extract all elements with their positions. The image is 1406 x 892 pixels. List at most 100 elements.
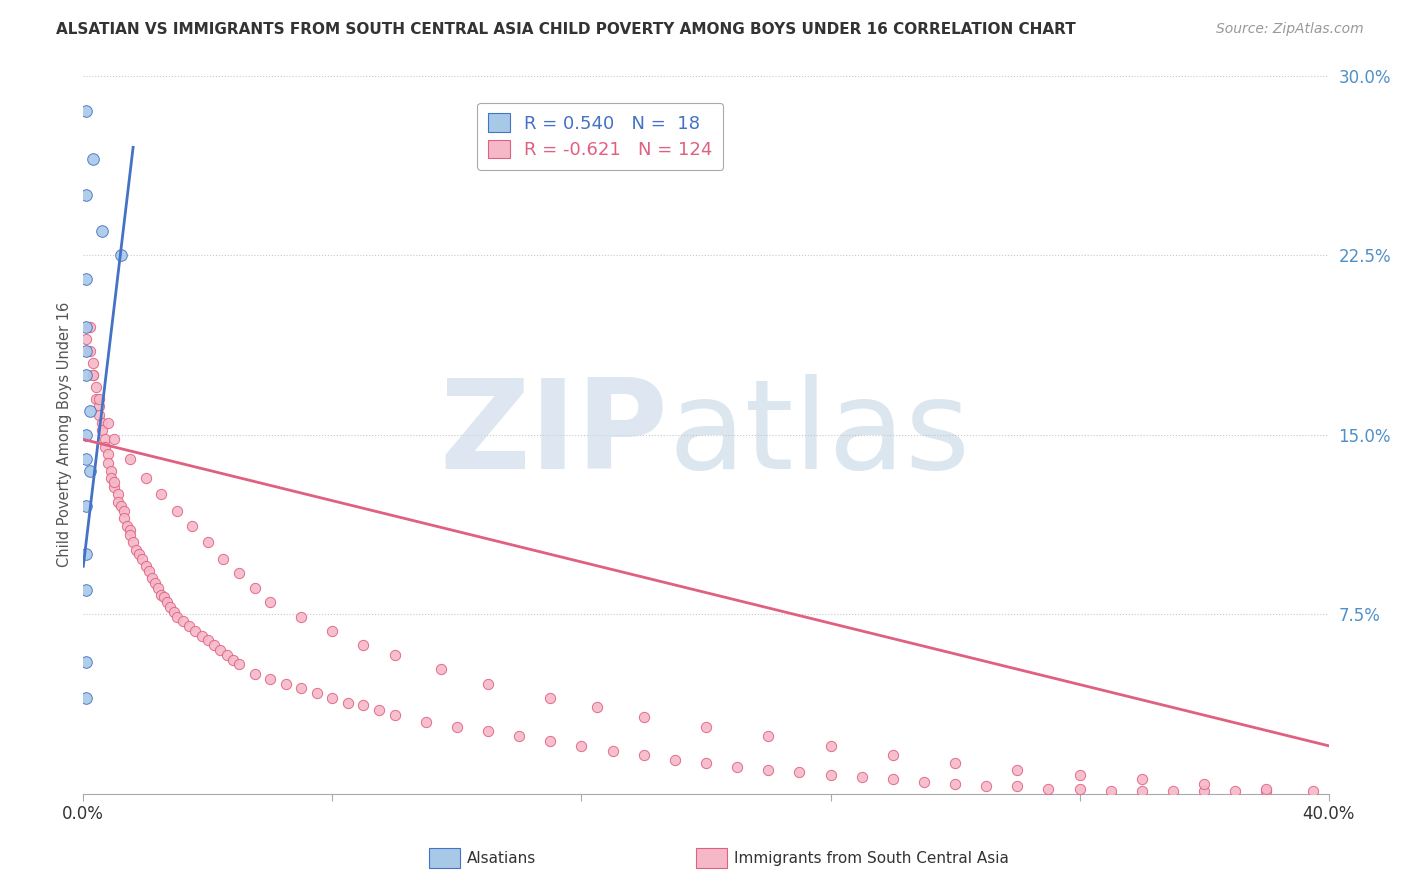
Point [1161, 784, 1184, 798]
Point [125, 542, 148, 557]
Point [131, 552, 153, 566]
Point [1256, 784, 1278, 798]
Text: Source: ZipAtlas.com: Source: ZipAtlas.com [1216, 22, 1364, 37]
Point [259, 672, 281, 686]
Point [75, 104, 97, 119]
Point [75, 547, 97, 561]
Point [79, 403, 101, 417]
Point [321, 624, 343, 638]
Point [1069, 767, 1091, 781]
Point [143, 576, 166, 591]
Point [321, 690, 343, 705]
Text: atlas: atlas [669, 374, 970, 495]
Point [851, 770, 873, 784]
Point [633, 710, 655, 724]
Point [94, 433, 117, 447]
Point [820, 767, 842, 781]
Point [384, 648, 406, 662]
Point [87, 409, 110, 423]
Point [725, 760, 748, 774]
Point [110, 500, 132, 514]
Point [75, 343, 97, 358]
Point [110, 248, 132, 262]
Point [128, 547, 150, 561]
Point [75, 427, 97, 442]
Point [789, 765, 811, 780]
Point [82, 368, 104, 382]
Point [150, 487, 173, 501]
Point [75, 272, 97, 286]
Point [190, 629, 212, 643]
Point [82, 153, 104, 167]
Point [197, 633, 219, 648]
Point [695, 720, 717, 734]
Point [107, 494, 129, 508]
Point [202, 638, 225, 652]
Point [118, 524, 141, 538]
Point [97, 447, 120, 461]
Point [446, 720, 468, 734]
Point [1130, 772, 1153, 787]
Point [571, 739, 593, 753]
Point [82, 356, 104, 370]
Point [75, 690, 97, 705]
Point [882, 772, 904, 787]
Point [153, 591, 176, 605]
Point [75, 368, 97, 382]
Point [1069, 781, 1091, 796]
Point [290, 681, 312, 696]
Point [179, 619, 201, 633]
Point [75, 655, 97, 669]
Point [79, 463, 101, 477]
Point [212, 552, 235, 566]
Point [112, 511, 135, 525]
Point [305, 686, 328, 700]
Point [1007, 763, 1029, 777]
Point [228, 566, 250, 581]
Point [181, 518, 204, 533]
Point [97, 456, 120, 470]
Point [243, 581, 266, 595]
Point [1099, 784, 1122, 798]
Point [1007, 780, 1029, 794]
Point [79, 343, 101, 358]
Point [477, 676, 499, 690]
Point [87, 399, 110, 413]
Point [103, 475, 125, 490]
Point [146, 581, 169, 595]
Point [222, 652, 245, 666]
Point [1038, 781, 1060, 796]
Point [97, 416, 120, 430]
Point [75, 332, 97, 346]
Point [695, 756, 717, 770]
Point [508, 729, 530, 743]
Point [415, 714, 437, 729]
Point [103, 480, 125, 494]
Point [159, 599, 181, 614]
Point [75, 583, 97, 598]
Point [384, 707, 406, 722]
Point [135, 471, 157, 485]
Point [633, 748, 655, 763]
Point [943, 756, 966, 770]
Point [538, 734, 561, 748]
Text: ZIP: ZIP [440, 374, 669, 495]
Point [172, 615, 194, 629]
Point [209, 643, 232, 657]
Point [166, 504, 188, 518]
Point [664, 753, 686, 767]
Point [1130, 784, 1153, 798]
Y-axis label: Child Poverty Among Boys Under 16: Child Poverty Among Boys Under 16 [58, 302, 72, 567]
Point [118, 451, 141, 466]
Point [430, 662, 453, 676]
Point [166, 609, 188, 624]
Point [91, 416, 114, 430]
Point [538, 690, 561, 705]
Text: Immigrants from South Central Asia: Immigrants from South Central Asia [734, 851, 1010, 865]
Point [75, 188, 97, 202]
Point [974, 780, 997, 794]
Point [107, 487, 129, 501]
Point [1302, 784, 1324, 798]
Point [820, 739, 842, 753]
Point [135, 559, 157, 574]
